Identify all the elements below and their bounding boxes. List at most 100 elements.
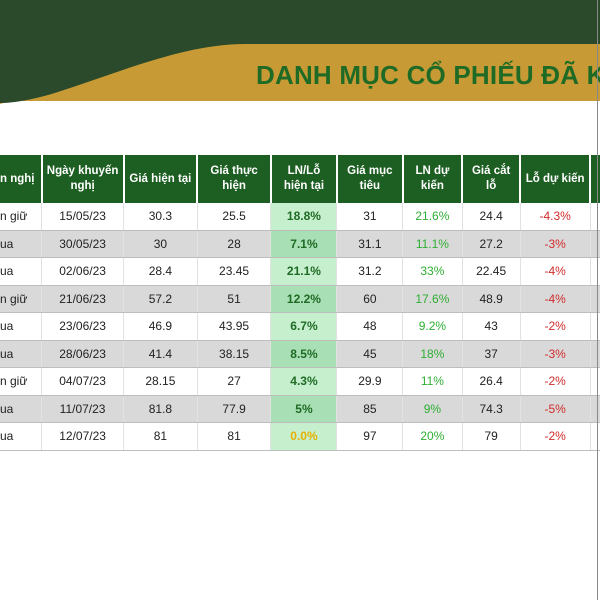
cell-pl-now: 0.0% — [270, 422, 338, 451]
portfolio-table-wrap: n nghị Ngày khuyến nghị Giá hiện tại Giá … — [0, 155, 600, 451]
cell-expected-loss: -2% — [520, 312, 591, 341]
cell-pl-now: 8.5% — [270, 340, 338, 368]
cell-stop-loss: 22.45 — [462, 257, 521, 286]
col-header-exec-price: Giá thực hiện — [197, 155, 272, 203]
cell-exec-price: 43.95 — [197, 312, 272, 341]
cell-cut-off — [590, 395, 600, 423]
cell-exec-price: 38.15 — [197, 340, 272, 368]
cell-target: 97 — [336, 422, 404, 451]
cell-date: 04/07/23 — [41, 367, 125, 396]
cell-expected-loss: -4.3% — [520, 203, 591, 231]
cell-cut-off — [590, 257, 600, 286]
cell-date: 21/06/23 — [41, 285, 125, 313]
cell-target: 31 — [336, 203, 404, 231]
cell-pl-now: 18.8% — [270, 203, 338, 231]
cell-recommendation: ua — [0, 340, 43, 368]
cell-current-price: 30 — [123, 230, 198, 258]
col-header-stop-loss: Giá cắt lỗ — [462, 155, 522, 203]
cell-recommendation: n giữ — [0, 367, 43, 396]
cell-expected-profit: 21.6% — [402, 203, 463, 231]
cell-expected-profit: 11.1% — [402, 230, 463, 258]
table-row: n giữ 15/05/23 30.3 25.5 18.8% 31 21.6% 24.4 -4.… — [0, 203, 600, 231]
cell-date: 28/06/23 — [41, 340, 125, 368]
cell-date: 12/07/23 — [41, 422, 125, 451]
table-body: n giữ 15/05/23 30.3 25.5 18.8% 31 21.6% 24.4 -4.… — [0, 203, 600, 451]
cell-stop-loss: 24.4 — [462, 203, 521, 231]
header-banner — [0, 0, 600, 110]
cell-recommendation: ua — [0, 230, 43, 258]
cell-date: 15/05/23 — [41, 203, 125, 231]
table-row: ua 28/06/23 41.4 38.15 8.5% 45 18% 37 -3% — [0, 340, 600, 368]
cell-expected-profit: 9.2% — [402, 312, 463, 341]
cell-exec-price: 51 — [197, 285, 272, 313]
cell-exec-price: 27 — [197, 367, 272, 396]
portfolio-table: n nghị Ngày khuyến nghị Giá hiện tại Giá … — [0, 155, 600, 451]
cell-exec-price: 25.5 — [197, 203, 272, 231]
cell-recommendation: ua — [0, 257, 43, 286]
cell-stop-loss: 37 — [462, 340, 521, 368]
cell-exec-price: 81 — [197, 422, 272, 451]
cell-stop-loss: 48.9 — [462, 285, 521, 313]
col-header-target: Giá mục tiêu — [336, 155, 404, 203]
cell-current-price: 28.15 — [123, 367, 198, 396]
table-row: ua 02/06/23 28.4 23.45 21.1% 31.2 33% 22.45 -4% — [0, 257, 600, 286]
header-row: n nghị Ngày khuyến nghị Giá hiện tại Giá … — [0, 155, 600, 203]
cell-expected-profit: 18% — [402, 340, 463, 368]
table-row: ua 11/07/23 81.8 77.9 5% 85 9% 74.3 -5% — [0, 395, 600, 423]
cell-pl-now: 12.2% — [270, 285, 338, 313]
cell-current-price: 30.3 — [123, 203, 198, 231]
col-header-expected-loss: Lỗ dự kiến — [520, 155, 592, 203]
cell-cut-off — [590, 367, 600, 396]
cell-target: 48 — [336, 312, 404, 341]
cell-pl-now: 6.7% — [270, 312, 338, 341]
cell-stop-loss: 43 — [462, 312, 521, 341]
cell-cut-off — [590, 422, 600, 451]
cell-date: 30/05/23 — [41, 230, 125, 258]
cell-pl-now: 21.1% — [270, 257, 338, 286]
cell-stop-loss: 79 — [462, 422, 521, 451]
cell-expected-loss: -2% — [520, 367, 591, 396]
cell-recommendation: ua — [0, 395, 43, 423]
cell-pl-now: 4.3% — [270, 367, 338, 396]
table-row: n giữ 21/06/23 57.2 51 12.2% 60 17.6% 48.9 -4% — [0, 285, 600, 313]
cell-expected-loss: -3% — [520, 340, 591, 368]
cell-current-price: 28.4 — [123, 257, 198, 286]
cell-expected-loss: -4% — [520, 257, 591, 286]
cell-expected-profit: 17.6% — [402, 285, 463, 313]
cell-current-price: 81.8 — [123, 395, 198, 423]
cell-expected-loss: -2% — [520, 422, 591, 451]
header-edge — [597, 155, 600, 203]
cell-current-price: 81 — [123, 422, 198, 451]
cell-exec-price: 77.9 — [197, 395, 272, 423]
cell-target: 31.1 — [336, 230, 404, 258]
cell-expected-loss: -3% — [520, 230, 591, 258]
cell-target: 85 — [336, 395, 404, 423]
cell-expected-loss: -4% — [520, 285, 591, 313]
table-row: ua 30/05/23 30 28 7.1% 31.1 11.1% 27.2 -3% — [0, 230, 600, 258]
cell-cut-off — [590, 203, 600, 231]
cell-target: 29.9 — [336, 367, 404, 396]
col-header-recommendation: n nghị — [0, 155, 43, 203]
cell-cut-off — [590, 340, 600, 368]
col-header-date: Ngày khuyến nghị — [41, 155, 125, 203]
col-header-pl-now: LN/Lỗ hiện tại — [270, 155, 338, 203]
cell-date: 11/07/23 — [41, 395, 125, 423]
cell-cut-off — [590, 230, 600, 258]
cell-exec-price: 23.45 — [197, 257, 272, 286]
table-row: ua 23/06/23 46.9 43.95 6.7% 48 9.2% 43 -2% — [0, 312, 600, 341]
cell-expected-loss: -5% — [520, 395, 591, 423]
cell-recommendation: ua — [0, 312, 43, 341]
cell-cut-off — [590, 312, 600, 341]
cell-cut-off — [590, 285, 600, 313]
cell-target: 45 — [336, 340, 404, 368]
cell-stop-loss: 74.3 — [462, 395, 521, 423]
table-row: ua 12/07/23 81 81 0.0% 97 20% 79 -2% — [0, 422, 600, 451]
cell-pl-now: 7.1% — [270, 230, 338, 258]
cell-stop-loss: 26.4 — [462, 367, 521, 396]
cell-recommendation: n giữ — [0, 285, 43, 313]
page-title: DANH MỤC CỔ PHIẾU ĐÃ K — [256, 60, 600, 90]
cell-date: 02/06/23 — [41, 257, 125, 286]
cell-date: 23/06/23 — [41, 312, 125, 341]
col-header-cut-off — [590, 155, 600, 203]
